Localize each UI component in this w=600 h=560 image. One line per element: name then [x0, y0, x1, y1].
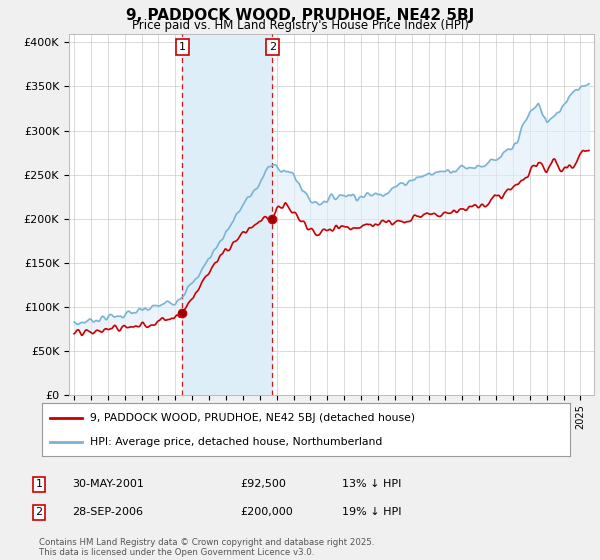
Text: 19% ↓ HPI: 19% ↓ HPI	[342, 507, 401, 517]
Text: £200,000: £200,000	[240, 507, 293, 517]
Text: 30-MAY-2001: 30-MAY-2001	[72, 479, 144, 489]
Text: 2: 2	[269, 42, 276, 52]
Text: 9, PADDOCK WOOD, PRUDHOE, NE42 5BJ: 9, PADDOCK WOOD, PRUDHOE, NE42 5BJ	[126, 8, 474, 24]
Text: 1: 1	[35, 479, 43, 489]
Text: Contains HM Land Registry data © Crown copyright and database right 2025.
This d: Contains HM Land Registry data © Crown c…	[39, 538, 374, 557]
Text: 9, PADDOCK WOOD, PRUDHOE, NE42 5BJ (detached house): 9, PADDOCK WOOD, PRUDHOE, NE42 5BJ (deta…	[89, 413, 415, 423]
Text: 2: 2	[35, 507, 43, 517]
Text: HPI: Average price, detached house, Northumberland: HPI: Average price, detached house, Nort…	[89, 436, 382, 446]
Text: 1: 1	[179, 42, 186, 52]
Text: Price paid vs. HM Land Registry's House Price Index (HPI): Price paid vs. HM Land Registry's House …	[131, 19, 469, 32]
Bar	[182, 34, 272, 395]
Text: £92,500: £92,500	[240, 479, 286, 489]
Text: 28-SEP-2006: 28-SEP-2006	[72, 507, 143, 517]
Text: 13% ↓ HPI: 13% ↓ HPI	[342, 479, 401, 489]
